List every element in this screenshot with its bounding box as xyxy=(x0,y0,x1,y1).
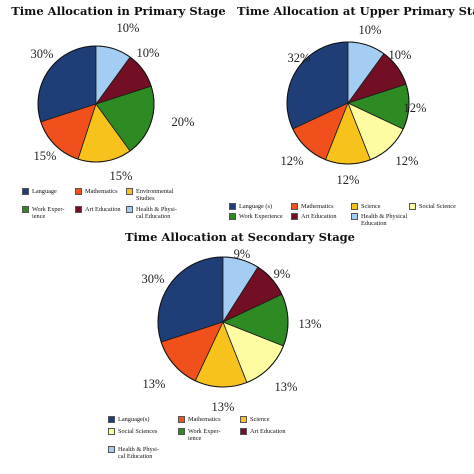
secondary-stage-chart: Time Allocation at Secondary Stage 30% 13… xyxy=(90,228,390,474)
legend-label: Health & Physi- cal Education xyxy=(118,446,159,460)
legend-label: Health & Physi- cal Education xyxy=(136,206,177,220)
legend-item-work-exper-ience: Work Exper- ience xyxy=(22,206,64,220)
legend-item-work-experience: Work Experience xyxy=(229,213,283,220)
pie-chart-svg: 30% 15% 15% 20% 10% 10% xyxy=(31,21,195,183)
legend-swatch xyxy=(291,203,298,210)
legend-label: Science xyxy=(250,416,270,423)
legend-label: Work Exper- ience xyxy=(188,428,221,442)
legend-item-social-science: Social Science xyxy=(409,203,456,210)
legend-item-health-physi-cal-education: Health & Physi- cal Education xyxy=(108,446,159,460)
slice-percent-label: 15% xyxy=(34,149,57,163)
legend-item-mathematics: Mathematics xyxy=(178,416,221,423)
legend-item-environmental-studies: Environmental Studies xyxy=(126,188,173,202)
legend-label: Language xyxy=(32,188,57,195)
slice-percent-label: 10% xyxy=(359,23,382,37)
upper-primary-stage-chart: Time Allocation at Upper Primary Stage 3… xyxy=(229,0,474,232)
legend-item-art-education: Art Education xyxy=(240,428,286,435)
slice-percent-label: 9% xyxy=(234,247,251,261)
legend-swatch xyxy=(409,203,416,210)
legend-item-social-sciences: Social Sciences xyxy=(108,428,157,435)
legend-item-work-exper-ience: Work Exper- ience xyxy=(178,428,220,442)
legend-label: Science xyxy=(361,203,381,210)
legend-label: Mathematics xyxy=(188,416,221,423)
pie-outline xyxy=(157,256,289,388)
legend-label: Art Education xyxy=(250,428,286,435)
legend-swatch xyxy=(108,446,115,453)
legend-label: Mathematics xyxy=(301,203,334,210)
legend-swatch xyxy=(240,428,247,435)
legend-swatch xyxy=(108,428,115,435)
legend-swatch xyxy=(126,206,133,213)
legend-swatch xyxy=(229,203,236,210)
legend-swatch xyxy=(291,213,298,220)
legend-item-mathematics: Mathematics xyxy=(291,203,334,210)
legend-item-art-education: Art Education xyxy=(291,213,337,220)
slice-percent-label: 32% xyxy=(288,51,311,65)
legend-swatch xyxy=(75,206,82,213)
primary-stage-chart: Time Allocation in Primary Stage 30% 15% 1… xyxy=(0,0,237,232)
pie-outline xyxy=(37,45,155,163)
slice-percent-label: 12% xyxy=(281,154,304,168)
slice-percent-label: 10% xyxy=(117,21,140,35)
pie-chart-svg: 32% 12% 12% 12% 12% 10% 10% xyxy=(281,23,427,187)
pie-chart-svg: 30% 13% 13% 13% 13% 9% 9% xyxy=(142,247,322,414)
legend-swatch xyxy=(108,416,115,423)
legend-item-mathematics: Mathematics xyxy=(75,188,118,195)
legend: Language (s) Mathematics Science Social Sci… xyxy=(229,203,474,233)
legend-swatch xyxy=(75,188,82,195)
legend-label: Health & Physical Education xyxy=(361,213,408,227)
legend-label: Environmental Studies xyxy=(136,188,174,202)
slice-percent-label: 15% xyxy=(110,169,133,183)
legend-item-language: Language xyxy=(22,188,57,195)
chart-title: Time Allocation at Upper Primary Stage xyxy=(237,4,474,18)
legend-item-health-physi-cal-education: Health & Physi- cal Education xyxy=(126,206,177,220)
legend-item-language-s: Language(s) xyxy=(108,416,149,423)
legend-swatch xyxy=(178,416,185,423)
legend-item-health-physical-education: Health & Physical Education xyxy=(351,213,407,227)
slice-percent-label: 30% xyxy=(142,272,165,286)
legend-item-science: Science xyxy=(351,203,381,210)
legend-swatch xyxy=(178,428,185,435)
slice-percent-label: 9% xyxy=(274,267,291,281)
legend-item-science: Science xyxy=(240,416,270,423)
slice-percent-label: 30% xyxy=(31,47,54,61)
slice-percent-label: 20% xyxy=(172,115,195,129)
legend-swatch xyxy=(126,188,133,195)
pie-outline xyxy=(286,41,410,165)
legend-label: Language(s) xyxy=(118,416,150,423)
chart-title: Time Allocation in Primary Stage xyxy=(11,4,226,18)
slice-percent-label: 12% xyxy=(337,173,360,187)
legend-swatch xyxy=(22,206,29,213)
legend-item-language-s: Language (s) xyxy=(229,203,272,210)
slice-percent-label: 10% xyxy=(137,46,160,60)
legend-label: Language (s) xyxy=(239,203,273,210)
legend-swatch xyxy=(351,203,358,210)
slice-percent-label: 13% xyxy=(275,380,298,394)
legend: Language(s) Mathematics Science Social Scie… xyxy=(108,416,378,474)
legend-swatch xyxy=(240,416,247,423)
legend-label: Work Experience xyxy=(239,213,283,220)
legend-label: Work Exper- ience xyxy=(32,206,65,220)
chart-title: Time Allocation at Secondary Stage xyxy=(125,230,355,244)
legend: Language Mathematics Environmental Studies… xyxy=(22,188,237,232)
legend-label: Social Science xyxy=(419,203,456,210)
legend-label: Art Education xyxy=(301,213,337,220)
legend-swatch xyxy=(351,213,358,220)
legend-item-art-education: Art Education xyxy=(75,206,121,213)
slice-percent-label: 13% xyxy=(143,377,166,391)
slice-percent-label: 13% xyxy=(212,400,235,414)
legend-label: Mathematics xyxy=(85,188,118,195)
legend-label: Social Sciences xyxy=(118,428,158,435)
legend-swatch xyxy=(22,188,29,195)
slice-percent-label: 10% xyxy=(389,48,412,62)
legend-label: Art Education xyxy=(85,206,121,213)
legend-swatch xyxy=(229,213,236,220)
slice-percent-label: 13% xyxy=(299,317,322,331)
slice-percent-label: 12% xyxy=(396,154,419,168)
slice-percent-label: 12% xyxy=(404,101,427,115)
